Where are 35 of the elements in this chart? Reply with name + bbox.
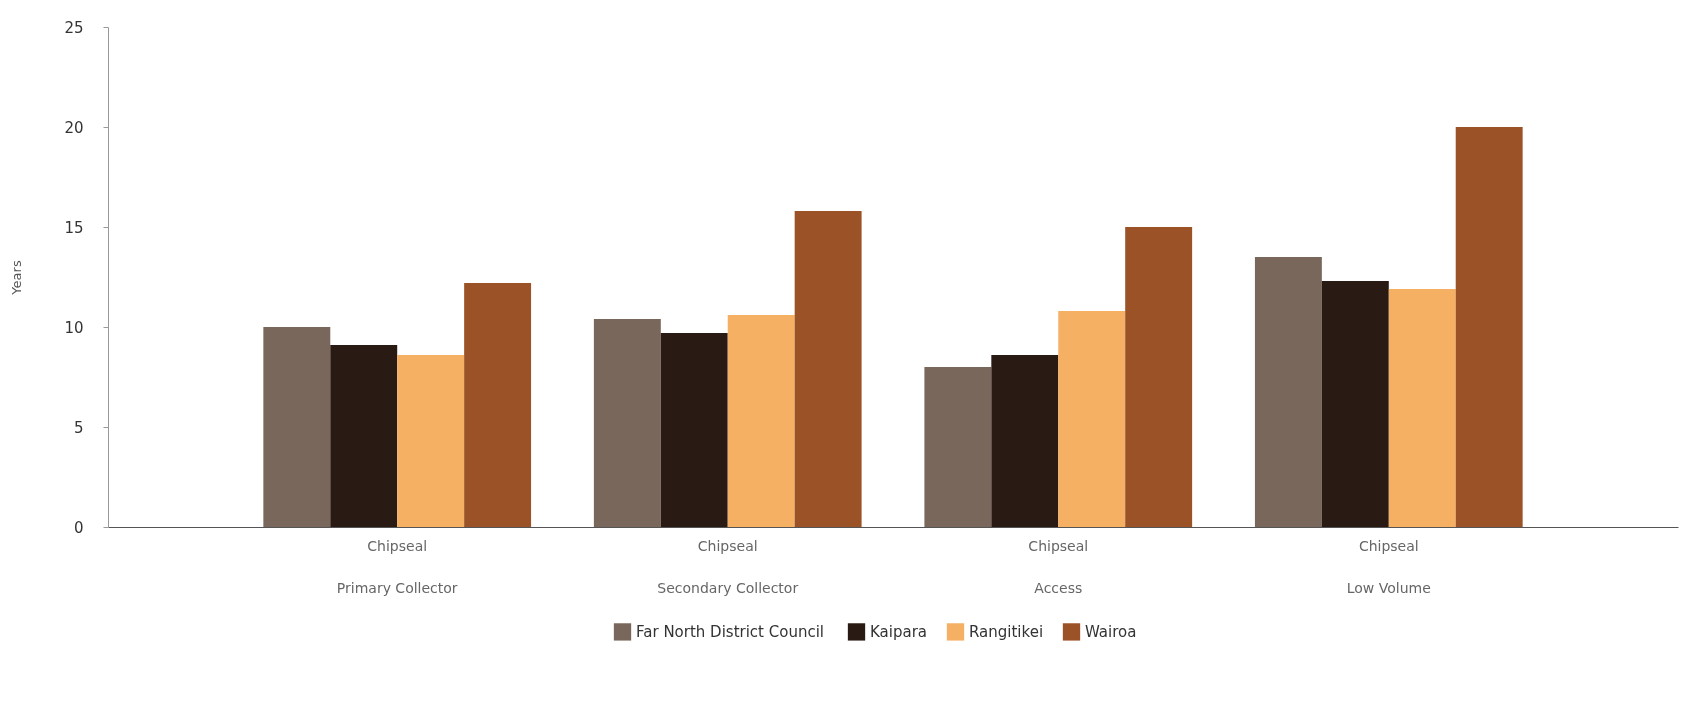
bar xyxy=(991,355,1059,527)
bar xyxy=(660,333,728,527)
legend-label: Kaipara xyxy=(870,622,928,641)
bar xyxy=(1455,127,1523,527)
x-tick-label: Chipseal xyxy=(367,537,428,554)
text: Secondary Collector xyxy=(657,580,799,596)
y-tick-label: 10 xyxy=(64,318,84,337)
y-tick-label: 5 xyxy=(73,418,84,437)
bar xyxy=(794,211,862,527)
bar xyxy=(1125,227,1193,527)
text: Low Volume xyxy=(1346,580,1431,596)
legend-label: Far North District Council xyxy=(636,622,824,641)
y-axis-title: Years xyxy=(9,260,25,296)
x-tick-label: Chipseal xyxy=(697,537,758,554)
y-tick-label: 20 xyxy=(64,118,84,137)
legend-label: Rangitikei xyxy=(969,622,1044,641)
legend-label: Wairoa xyxy=(1085,622,1137,641)
bar xyxy=(924,367,992,527)
text: Primary Collector xyxy=(336,580,458,596)
text: Access xyxy=(1034,580,1083,596)
bar xyxy=(397,355,465,527)
bar xyxy=(1388,289,1456,527)
y-tick-label: 25 xyxy=(64,18,84,37)
y-tick-label: 0 xyxy=(73,518,84,537)
x-tick-label: Chipseal xyxy=(1358,537,1419,554)
bar xyxy=(1058,311,1126,527)
bar xyxy=(727,315,795,527)
bar xyxy=(593,319,661,527)
bar xyxy=(1321,281,1389,527)
bar xyxy=(330,345,398,527)
bar xyxy=(263,327,331,527)
bar xyxy=(1254,257,1322,527)
x-tick-label: Chipseal xyxy=(1028,537,1089,554)
y-tick-label: 15 xyxy=(64,218,84,237)
bar xyxy=(464,283,532,527)
